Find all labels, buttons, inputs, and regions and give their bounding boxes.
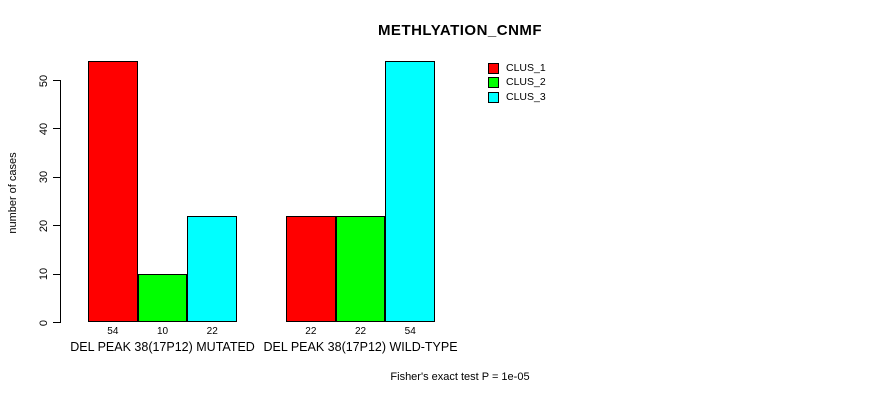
y-tick-label: 40 <box>38 122 50 136</box>
bar-clus_3-group2 <box>385 61 436 323</box>
y-tick-mark <box>53 322 60 323</box>
group-label: DEL PEAK 38(17P12) MUTATED <box>70 340 255 354</box>
y-tick-mark <box>53 176 60 178</box>
bar-value-label: 10 <box>156 326 169 337</box>
footnote-text: Fisher's exact test P = 1e-05 <box>390 371 530 383</box>
legend-swatch-clus_1 <box>488 63 499 74</box>
bar-clus_1-group1 <box>88 61 138 323</box>
bar-clus_3-group1 <box>187 216 238 323</box>
legend-swatch-clus_3 <box>488 91 499 103</box>
y-tick-label: 10 <box>38 267 50 281</box>
legend-label-clus_3: CLUS_3 <box>506 90 546 103</box>
y-tick-mark <box>53 225 60 227</box>
bar-clus_2-group1 <box>137 274 188 323</box>
y-tick-label: 0 <box>38 319 50 326</box>
y-tick-mark <box>53 80 60 81</box>
y-tick-mark <box>53 128 60 130</box>
y-tick-label: 50 <box>38 74 50 87</box>
bar-value-label: 54 <box>404 326 416 337</box>
bar-value-label: 22 <box>305 326 317 337</box>
bar-clus_2-group2 <box>335 216 386 323</box>
chart-title: METHLYATION_CNMF <box>377 22 543 39</box>
y-tick-label: 30 <box>38 171 50 184</box>
legend-label-clus_2: CLUS_2 <box>506 76 546 89</box>
legend-swatch-clus_2 <box>488 77 499 89</box>
bar-clus_1-group2 <box>286 216 336 323</box>
bar-value-label: 22 <box>206 326 218 337</box>
y-tick-label: 20 <box>38 219 50 232</box>
y-tick-mark <box>53 273 60 275</box>
y-axis-title: number of cases <box>7 152 19 234</box>
bar-value-label: 54 <box>107 326 119 337</box>
bar-value-label: 22 <box>354 326 367 337</box>
y-axis-line <box>60 80 61 323</box>
legend-label-clus_1: CLUS_1 <box>506 62 546 74</box>
group-label: DEL PEAK 38(17P12) WILD-TYPE <box>263 340 458 354</box>
